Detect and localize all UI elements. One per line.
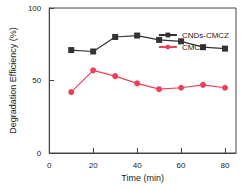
svg-text:CNDs-CMCZ: CNDs-CMCZ <box>182 31 229 40</box>
svg-text:CMCZ: CMCZ <box>182 43 205 52</box>
svg-text:80: 80 <box>221 161 230 170</box>
svg-text:Degradation Efficiency (%): Degradation Efficiency (%) <box>8 27 18 133</box>
svg-text:100: 100 <box>28 4 42 13</box>
svg-text:20: 20 <box>89 161 98 170</box>
svg-text:Time (min): Time (min) <box>121 173 164 183</box>
svg-text:0: 0 <box>47 161 52 170</box>
svg-text:60: 60 <box>177 161 186 170</box>
svg-text:0: 0 <box>37 149 42 158</box>
svg-text:40: 40 <box>133 161 142 170</box>
svg-text:50: 50 <box>32 76 41 85</box>
